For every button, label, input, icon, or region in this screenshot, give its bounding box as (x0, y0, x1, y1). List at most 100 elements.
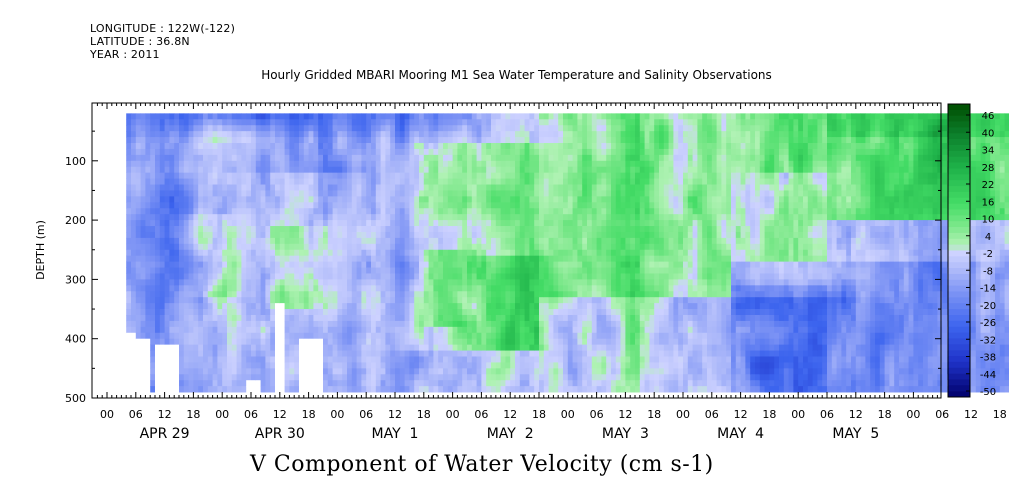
colorbar-cell (948, 279, 970, 286)
colorbar-label: -32 (980, 335, 996, 346)
colorbar-cell (948, 168, 970, 175)
x-hour-label: 00 (791, 408, 805, 421)
latitude-label: LATITUDE : 36.8N (90, 35, 190, 48)
x-hour-label: 18 (647, 408, 661, 421)
colorbar-label: -14 (980, 284, 996, 295)
colorbar-cell (948, 326, 970, 333)
colorbar-cell (948, 303, 970, 310)
y-tick-label: 400 (65, 333, 86, 346)
colorbar-cell (948, 121, 970, 128)
x-hour-label: 06 (474, 408, 488, 421)
colorbar-cell (948, 291, 970, 298)
x-hour-label: 18 (993, 408, 1007, 421)
x-hour-label: 00 (100, 408, 114, 421)
colorbar-cell (948, 332, 970, 339)
x-day-label: MAY 1 (372, 426, 419, 442)
colorbar-cell (948, 215, 970, 222)
y-tick-label: 500 (65, 392, 86, 405)
x-hour-label: 12 (503, 408, 517, 421)
x-hour-label: 06 (705, 408, 719, 421)
x-hour-label: 00 (330, 408, 344, 421)
colorbar-cell (948, 268, 970, 275)
colorbar-label: 34 (982, 146, 995, 157)
y-tick-label: 300 (65, 273, 86, 286)
colorbar-label: -44 (980, 370, 996, 381)
colorbar-cell (948, 338, 970, 345)
colorbar-cell (948, 367, 970, 374)
colorbar-frame (947, 103, 971, 398)
colorbar-cell (948, 162, 970, 169)
x-hour-label: 06 (590, 408, 604, 421)
x-hour-label: 12 (734, 408, 748, 421)
x-hour-label: 18 (878, 408, 892, 421)
y-tick-label: 100 (65, 155, 86, 168)
colorbar-cell (948, 145, 970, 152)
colorbar-cell (948, 344, 970, 351)
chart-title: Hourly Gridded MBARI Mooring M1 Sea Wate… (261, 68, 772, 82)
colorbar-cell (948, 227, 970, 234)
colorbar-cell (948, 297, 970, 304)
y-axis-label: DEPTH (m) (34, 220, 47, 280)
colorbar-cell (948, 174, 970, 181)
colorbar-cell (948, 127, 970, 134)
x-hour-label: 00 (906, 408, 920, 421)
x-hour-label: 06 (359, 408, 373, 421)
plot-frame (91, 102, 942, 399)
colorbar-cell (948, 203, 970, 210)
x-hour-label: 12 (849, 408, 863, 421)
colorbar-cell (948, 350, 970, 357)
x-hour-label: 06 (820, 408, 834, 421)
x-hour-label: 18 (302, 408, 316, 421)
colorbar-cell (948, 150, 970, 158)
x-hour-label: 12 (388, 408, 402, 421)
colorbar-label: -8 (983, 266, 993, 277)
colorbar-label: -38 (980, 353, 996, 364)
colorbar-label: -2 (983, 249, 993, 260)
colorbar-cell (948, 385, 970, 392)
x-hour-label: 18 (417, 408, 431, 421)
x-hour-label: 12 (618, 408, 632, 421)
colorbar-cell (948, 209, 970, 216)
x-hour-label: 00 (561, 408, 575, 421)
colorbar-label: 46 (982, 111, 995, 122)
colorbar-cell (948, 109, 970, 117)
colorbar-cell (948, 320, 970, 327)
colorbar-cell (948, 197, 970, 204)
colorbar-cell (948, 262, 970, 269)
x-day-label: APR 29 (140, 426, 190, 442)
x-day-label: MAY 4 (717, 426, 764, 442)
colorbar-cell (948, 256, 970, 263)
colorbar: 46 40 34 28 22 16 10 4 -2 -8 -14 -20 -26 -32 -38 -44 -50 (947, 103, 996, 398)
colorbar-cell (948, 115, 970, 122)
colorbar-cell (948, 133, 970, 140)
colorbar-cell (948, 309, 970, 316)
x-hour-label: 00 (215, 408, 229, 421)
colorbar-label: 28 (982, 163, 995, 174)
x-day-label: MAY 2 (487, 426, 534, 442)
year-label: YEAR : 2011 (90, 48, 160, 61)
colorbar-label: 22 (982, 180, 995, 191)
colorbar-label: -50 (980, 387, 996, 398)
colorbar-cell (948, 285, 970, 292)
colorbar-label: 16 (982, 197, 995, 208)
x-hour-label: 06 (129, 408, 143, 421)
colorbar-cell (948, 139, 970, 146)
colorbar-cell (948, 244, 970, 251)
x-day-label: MAY 5 (832, 426, 879, 442)
colorbar-cell (948, 104, 970, 111)
x-hour-label: 12 (964, 408, 978, 421)
x-hour-label: 18 (762, 408, 776, 421)
colorbar-label: 4 (985, 232, 991, 243)
colorbar-cell (948, 379, 970, 386)
colorbar-cell (948, 191, 970, 199)
longitude-label: LONGITUDE : 122W(-122) (90, 22, 236, 35)
x-hour-label: 18 (532, 408, 546, 421)
x-hour-label: 06 (935, 408, 949, 421)
colorbar-cell (948, 355, 970, 363)
x-day-label: APR 30 (255, 426, 305, 442)
x-hour-label: 00 (446, 408, 460, 421)
colorbar-cell (948, 373, 970, 380)
colorbar-cell (948, 273, 970, 281)
